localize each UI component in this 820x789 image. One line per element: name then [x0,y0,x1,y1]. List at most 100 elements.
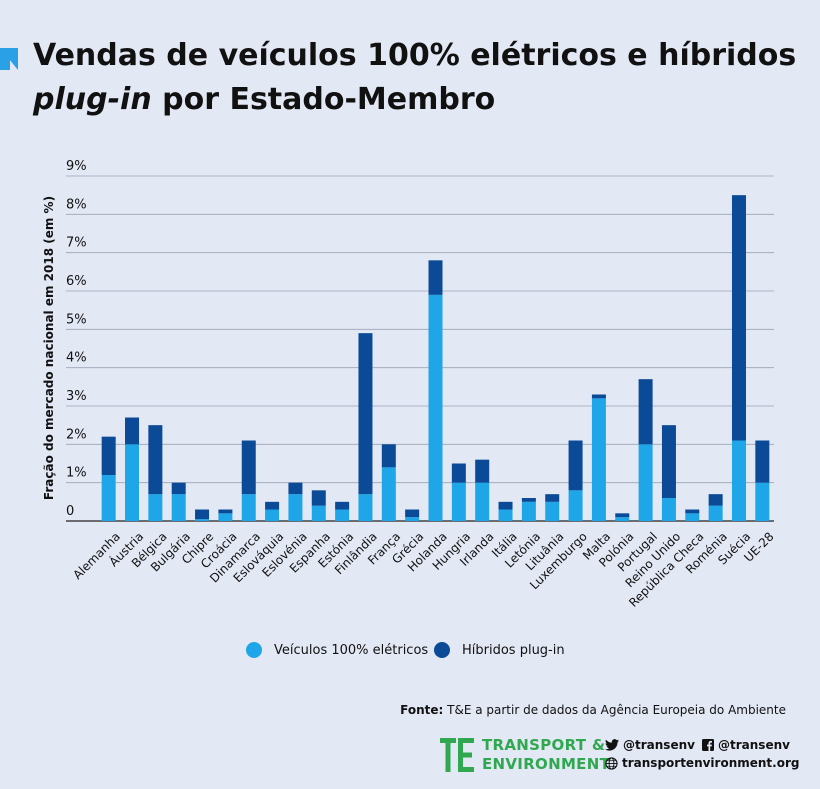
bar-segment-bev [218,513,233,521]
bar-segment-phev [451,463,466,483]
facebook-handle[interactable]: @transenv [702,738,790,752]
bar-segment-bev [101,475,116,521]
bar-segment-bev [288,494,303,521]
bar-segment-phev [241,440,256,495]
bar-segment-phev [148,425,163,495]
stacked-bar-chart: 0 1% 2% 3% 4% 5% 6% 7% 8% 9% AlemanhaÁustriaBélgi… [42,159,777,610]
bar-segment-bev [148,494,163,521]
website-link[interactable]: transportenvironment.org [605,756,799,770]
bar-segment-phev [708,494,723,506]
legend-item-bev: Veículos 100% elétricos [246,642,428,658]
y-tick-label: 8% [66,197,87,212]
bar-segment-phev [171,482,186,495]
bar-segment-bev [475,482,490,521]
bar-segment-phev [638,379,653,445]
legend-label-phev: Híbridos plug-in [462,642,565,658]
bar-segment-bev [498,509,513,521]
bar-segment-bev [405,517,420,521]
bar-segment-phev [335,501,350,510]
globe-icon [605,756,618,770]
bar-segment-phev [755,440,770,483]
bar-segment-phev [661,425,676,498]
page-title-line-2: plug-in por Estado-Membro [33,82,495,118]
bar-segment-phev [568,440,583,491]
facebook-icon [702,739,714,751]
bar-segment-bev [661,498,676,521]
y-tick-label: 6% [66,274,87,289]
bar-segment-bev [381,467,396,521]
bar-segment-bev [311,505,326,521]
y-tick-label: 9% [66,159,87,174]
bar-segment-phev [405,509,420,518]
x-category-labels: AlemanhaÁustriaBélgicaBulgáriaChipreCroá… [70,529,776,610]
y-tick-label: 3% [66,389,87,404]
bar-segment-phev [685,509,700,514]
twitter-handle-text: @transenv [623,738,695,752]
bar-segment-bev [708,505,723,521]
bar-segment-bev [195,519,210,521]
bar-segment-phev [381,444,396,468]
y-tick-label: 0 [66,504,74,519]
bar-segment-phev [545,494,560,502]
bar-segment-phev [218,509,233,514]
y-tick-label: 7% [66,236,87,251]
bar-segment-phev [311,490,326,506]
bar-segment-bev [638,444,653,521]
page-title-italic: plug-in [33,82,152,117]
twitter-handle[interactable]: @transenv [605,738,695,752]
bar-segment-bev [265,509,280,521]
bar-segment-phev [195,509,210,520]
bar-segment-bev [731,440,746,521]
bar-segment-phev [498,501,513,510]
website-text: transportenvironment.org [622,756,800,770]
bar-segment-phev [125,417,140,445]
twitter-icon [605,739,619,751]
bar-segment-bev [568,490,583,521]
bar-segment-bev [125,444,140,521]
bar-segment-phev [358,333,373,495]
bar-segment-phev [428,260,443,295]
bar-segment-bev [685,513,700,521]
te-logo-icon [440,738,474,772]
y-tick-label: 5% [66,312,87,327]
legend-label-bev: Veículos 100% elétricos [274,642,429,658]
source-prefix: Fonte: [400,703,444,717]
bar-segment-bev [358,494,373,521]
bar-segment-bev [451,482,466,521]
bar-segment-bev [241,494,256,521]
bar-segment-phev [615,513,630,518]
source-text: T&E a partir de dados da Agência Europei… [443,703,786,717]
bar-segment-bev [615,517,630,521]
y-tick-label: 4% [66,351,87,366]
bar-segment-phev [288,482,303,495]
page-title-rest: por Estado-Membro [151,82,496,117]
bars [101,195,770,521]
bar-segment-bev [545,501,560,521]
bar-segment-bev [521,501,536,521]
y-axis-title: Fração do mercado nacional em 2018 (em %… [42,196,56,500]
bar-segment-bev [755,482,770,521]
title-accent-marker [0,48,18,70]
bar-segment-bev [335,509,350,521]
bar-segment-phev [265,501,280,510]
bar-segment-phev [591,394,606,399]
legend-swatch-bev [246,642,262,658]
bar-segment-phev [101,436,116,475]
footer: TRANSPORT & ENVIRONMENT @transenv @trans… [0,736,820,776]
brand-name-line-1: TRANSPORT & [482,736,606,754]
facebook-handle-text: @transenv [718,738,790,752]
bar-segment-phev [521,498,536,502]
y-tick-label: 1% [66,466,87,481]
source-note: Fonte: T&E a partir de dados da Agência … [400,703,786,717]
legend: Veículos 100% elétricos Híbridos plug-in [0,642,820,666]
page-title-line-1: Vendas de veículos 100% elétricos e híbr… [33,38,797,73]
bar-segment-bev [428,294,443,521]
bar-segment-bev [591,398,606,521]
bar-segment-phev [475,459,490,483]
bar-segment-phev [731,195,746,441]
y-tick-labels: 0 1% 2% 3% 4% 5% 6% 7% 8% 9% [66,159,87,519]
legend-item-phev: Híbridos plug-in [434,642,565,658]
legend-swatch-phev [434,642,450,658]
y-tick-label: 2% [66,427,87,442]
brand-name-line-2: ENVIRONMENT [482,755,611,773]
